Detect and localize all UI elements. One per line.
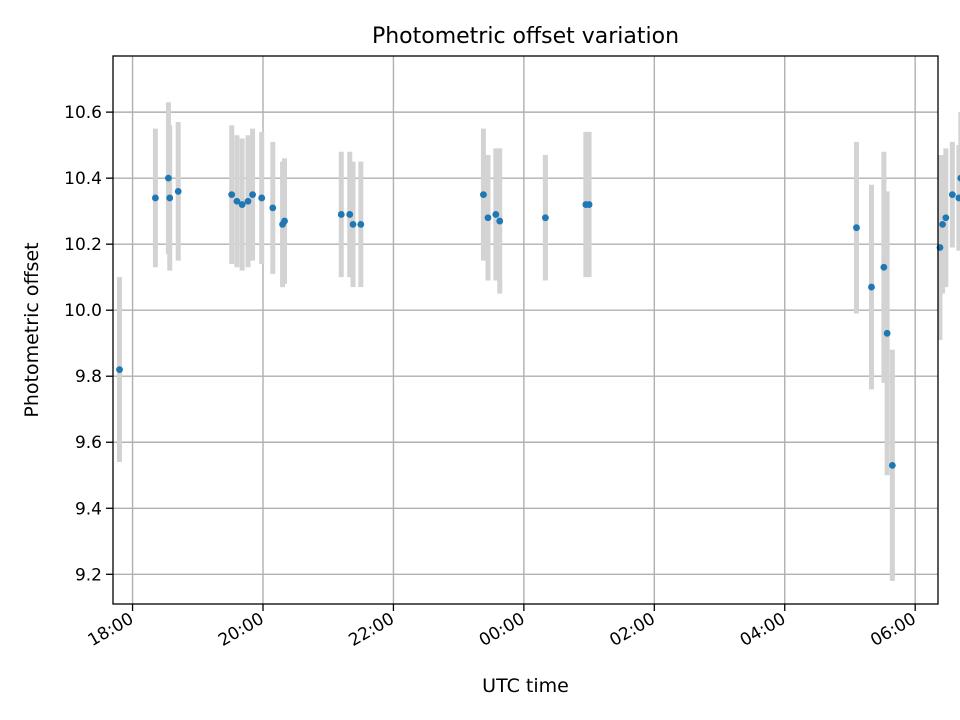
data-point: [484, 214, 492, 222]
data-point: [496, 217, 504, 225]
axes-frame: [112, 55, 939, 605]
data-point: [238, 201, 246, 208]
data-point: [883, 329, 891, 337]
data-point: [166, 194, 174, 202]
y-tick-label: 9.6: [75, 433, 102, 453]
data-point: [116, 366, 123, 374]
data-point: [585, 201, 593, 208]
y-axis-label: Photometric offset: [21, 242, 43, 417]
data-point: [357, 220, 365, 228]
data-point: [349, 220, 357, 228]
y-tick-label: 9.4: [75, 499, 102, 519]
y-tick-label: 9.2: [75, 565, 102, 585]
y-tick-label: 10.0: [64, 301, 102, 321]
data-point: [942, 214, 950, 222]
data-point: [249, 191, 256, 199]
data-point: [888, 461, 896, 469]
data-point: [269, 204, 277, 212]
data-point: [233, 197, 241, 205]
data-point: [480, 191, 487, 199]
data-point: [492, 211, 500, 218]
data-point: [957, 174, 960, 182]
y-tick-label: 10.6: [64, 103, 102, 123]
y-tick-label: 9.8: [75, 367, 102, 387]
data-point: [151, 194, 159, 202]
data-point: [244, 197, 252, 205]
data-point: [337, 211, 345, 218]
data-point: [955, 194, 960, 202]
chart-title: Photometric offset variation: [372, 24, 679, 49]
data-point-layer: [116, 174, 960, 469]
y-tick-label: 10.2: [64, 235, 102, 255]
data-point: [880, 263, 888, 271]
data-point: [868, 283, 875, 291]
data-point: [174, 187, 182, 195]
data-point: [258, 194, 266, 202]
x-axis-label: UTC time: [482, 675, 569, 697]
data-point: [281, 217, 288, 225]
data-point: [346, 211, 354, 218]
data-point: [541, 214, 549, 222]
data-point: [853, 224, 860, 232]
y-tick-label: 10.4: [64, 169, 102, 189]
data-point: [165, 174, 172, 182]
data-point: [948, 191, 956, 199]
data-point: [228, 191, 236, 199]
data-point: [939, 220, 946, 228]
